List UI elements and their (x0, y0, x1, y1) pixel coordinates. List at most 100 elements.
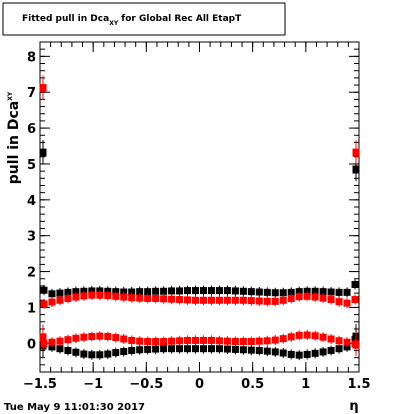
data-point (263, 288, 271, 296)
y-tick-labels: 0 1 2 3 4 5 6 7 8 (27, 50, 36, 352)
data-point (160, 338, 168, 346)
data-point (263, 347, 271, 355)
data-point (215, 345, 223, 353)
data-point (152, 294, 160, 302)
edge-data-point (39, 84, 47, 93)
chart-title: Fitted pull in DcaXY for Global Rec All … (22, 14, 242, 27)
timestamp: Tue May 9 11:01:30 2017 (4, 402, 145, 413)
data-point (72, 348, 80, 356)
data-point (88, 291, 96, 299)
data-point (231, 345, 239, 353)
data-point (327, 346, 335, 354)
data-point (247, 297, 255, 305)
data-point (152, 287, 160, 295)
data-point (303, 292, 311, 300)
y-tick-label: 8 (27, 50, 36, 65)
data-point (319, 288, 327, 296)
data-point (303, 350, 311, 358)
data-point (303, 331, 311, 339)
data-point (112, 292, 120, 300)
data-point (327, 335, 335, 343)
data-point (176, 337, 184, 345)
data-point (199, 296, 207, 304)
data-point (160, 295, 168, 303)
data-point (184, 287, 192, 295)
data-point (136, 294, 144, 302)
data-point (287, 350, 295, 358)
data-point (335, 288, 343, 296)
data-point (279, 335, 287, 343)
data-point (287, 288, 295, 296)
data-point (120, 293, 128, 301)
data-point (231, 338, 239, 346)
y-tick-label: 4 (27, 194, 36, 209)
data-point (319, 348, 327, 356)
data-point (56, 289, 64, 297)
data-point (104, 332, 112, 340)
edge-data-point (352, 148, 360, 157)
data-point (128, 294, 136, 302)
data-point (239, 296, 247, 304)
data-point (168, 295, 176, 303)
edge-data-point (39, 333, 47, 342)
data-point (335, 337, 343, 345)
data-point (48, 338, 56, 346)
data-point (152, 338, 160, 346)
data-point (184, 345, 192, 353)
x-tick-label: 1 (301, 377, 310, 392)
data-point (295, 351, 303, 359)
x-tick-label: 0.5 (241, 377, 264, 392)
y-tick-label: 5 (27, 158, 36, 173)
data-point (192, 296, 200, 304)
data-point (168, 287, 176, 295)
data-point (192, 287, 200, 295)
data-point (311, 293, 319, 301)
data-point (239, 346, 247, 354)
data-point (255, 346, 263, 354)
data-point (192, 336, 200, 344)
series-2 (39, 324, 360, 361)
data-point (136, 346, 144, 354)
data-point (168, 337, 176, 345)
data-point (160, 287, 168, 295)
data-point (152, 345, 160, 353)
x-tick-label: 0 (195, 377, 204, 392)
series-1 (39, 75, 360, 309)
data-point (88, 332, 96, 340)
data-point (335, 345, 343, 353)
data-point (311, 287, 319, 295)
data-point (40, 300, 48, 308)
edge-data-point (352, 165, 360, 174)
data-point (271, 289, 279, 297)
data-point (88, 351, 96, 359)
data-point (176, 296, 184, 304)
data-point (144, 288, 152, 296)
data-point (160, 345, 168, 353)
data-point (255, 297, 263, 305)
x-tick-label: −1 (83, 377, 103, 392)
data-point (215, 287, 223, 295)
data-point (104, 350, 112, 358)
data-point (319, 294, 327, 302)
data-point (64, 288, 72, 296)
data-point (327, 296, 335, 304)
data-point (231, 296, 239, 304)
data-point (279, 296, 287, 304)
data-point (207, 345, 215, 353)
data-point (72, 334, 80, 342)
data-point (247, 288, 255, 296)
data-point (144, 338, 152, 346)
data-point (223, 296, 231, 304)
data-point (192, 345, 200, 353)
data-point (48, 290, 56, 298)
data-point (271, 336, 279, 344)
data-point (184, 296, 192, 304)
data-point (239, 338, 247, 346)
data-point (40, 339, 48, 347)
x-tick-labels: −1.5 −1 −0.5 0 0.5 1 1.5 (23, 377, 370, 392)
data-point (231, 287, 239, 295)
data-point (335, 298, 343, 306)
data-point (343, 338, 351, 346)
data-point (311, 332, 319, 340)
data-point (223, 287, 231, 295)
